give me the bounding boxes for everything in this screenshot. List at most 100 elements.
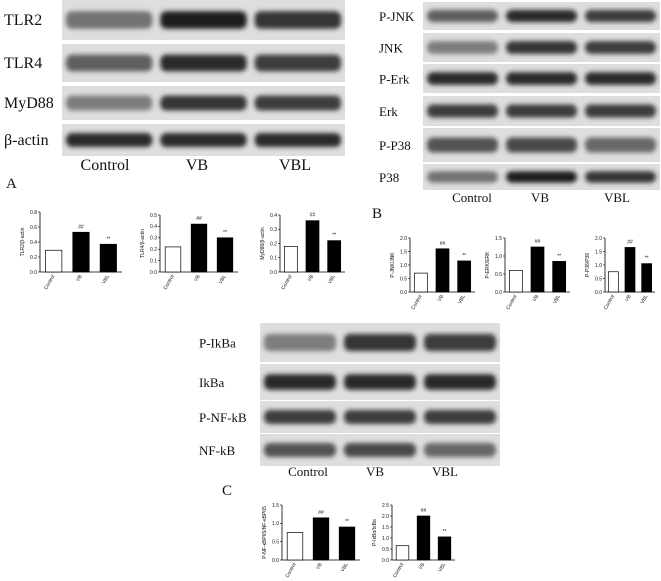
lane-label: Control: [288, 464, 328, 479]
blot-panel: P-JNK JNK P-Erk Erk P-P38 P38 Control VB VBL B: [372, 2, 660, 222]
y-tick-label: 0.5: [495, 272, 502, 278]
bar: [413, 272, 428, 293]
x-tick-label: Control: [284, 562, 297, 579]
lane-label: VBL: [604, 190, 630, 205]
y-tick-label: 0.2: [150, 247, 157, 253]
significance-label: **: [106, 236, 110, 242]
y-tick-label: 0.5: [382, 547, 389, 553]
y-axis-label: P-P38/P38: [585, 253, 591, 277]
significance-label: ##: [421, 508, 427, 514]
y-tick-label: 2.0: [595, 236, 602, 242]
lane-label: VBL: [279, 157, 311, 174]
y-tick-label: 0.2: [270, 241, 277, 247]
blot-band: [506, 41, 577, 54]
y-tick-label: 0.5: [595, 276, 602, 282]
lane-label: Control: [452, 190, 492, 205]
bar: [283, 246, 298, 273]
blot-band: [254, 132, 341, 148]
blot-row-label: β-actin: [4, 132, 49, 149]
y-tick-label: 2.0: [382, 514, 389, 520]
y-axis-label: TLR4/β-actin: [140, 229, 146, 258]
blot-band: [585, 137, 656, 153]
y-axis-label: TLR2/β-actin: [20, 227, 26, 256]
blot-row-label: JNK: [379, 41, 403, 56]
y-tick-label: 0.3: [150, 236, 157, 242]
y-tick-label: 0.4: [30, 240, 37, 246]
bar: [416, 515, 431, 561]
y-tick-label: 1.5: [272, 503, 279, 509]
significance-label: **: [345, 519, 349, 525]
y-tick-label: 1.0: [272, 521, 279, 527]
bar: [99, 243, 117, 273]
x-tick-label: VBL: [639, 294, 649, 305]
blot-band: [344, 409, 416, 425]
y-tick-label: 0.0: [595, 290, 602, 296]
y-tick-label: 1.5: [495, 236, 502, 242]
blot-band: [264, 333, 336, 352]
y-tick-label: 0.0: [270, 270, 277, 276]
x-tick-label: Control: [410, 294, 423, 311]
lane-label: Control: [81, 157, 130, 174]
y-axis-label: P-JNK/JNK: [390, 252, 396, 278]
y-tick-label: 1.5: [382, 525, 389, 531]
blot-row-label: P-NF-kB: [199, 410, 247, 425]
blot-band: [254, 11, 341, 29]
blot-band: [160, 95, 247, 111]
blot-row-label: P-JNK: [379, 9, 415, 24]
y-tick-label: 1.0: [400, 263, 407, 269]
x-tick-label: Control: [162, 274, 175, 291]
significance-label: **: [443, 529, 447, 535]
x-tick-label: VB: [624, 293, 633, 302]
y-tick-label: 0.5: [400, 276, 407, 282]
bar: [45, 249, 63, 273]
bar-chart: 0.0 0.5 1.0 1.5 2.0 P-P38/P38 Control VB ## VBL **: [585, 236, 655, 311]
bar: [338, 526, 356, 561]
y-axis-label: MyD88/β-actin: [260, 227, 266, 260]
blot-band: [264, 409, 336, 425]
bar: [435, 248, 450, 293]
blot-row-label: NF-kB: [199, 443, 235, 458]
y-tick-label: 1.0: [495, 254, 502, 260]
y-tick-label: 1.0: [382, 536, 389, 542]
bar: [72, 231, 90, 273]
blot-row-label: MyD88: [4, 95, 54, 112]
x-tick-label: VBL: [101, 274, 111, 285]
significance-label: **: [462, 253, 466, 259]
y-tick-label: 1.5: [400, 249, 407, 255]
x-tick-label: VBL: [340, 562, 350, 573]
blot-band: [585, 104, 656, 118]
bar: [216, 237, 234, 273]
lane-label: VB: [186, 157, 208, 174]
blot-band: [264, 374, 336, 390]
bar-chart: 0.0 0.1 0.2 0.3 0.4 MyD88/β-actin Control VB ## V…: [260, 213, 345, 291]
significance-label: ##: [78, 224, 84, 230]
y-tick-label: 0.5: [272, 539, 279, 545]
blot-row-label: Erk: [379, 104, 398, 119]
y-tick-label: 0.0: [495, 290, 502, 296]
blot-band: [66, 54, 153, 72]
blot-band: [160, 11, 247, 29]
bar-chart: 0.0 0.5 1.0 1.5 2.0 P-JNK/JNK Control VB ## VBL **: [390, 236, 475, 311]
blot-band: [344, 374, 416, 390]
x-tick-label: Control: [392, 562, 405, 579]
blot-band: [254, 54, 341, 72]
y-tick-label: 0.0: [30, 270, 37, 276]
panel-label: B: [372, 206, 382, 222]
blot-row-label: IkBa: [199, 375, 225, 390]
bar: [552, 261, 567, 293]
y-tick-label: 0.4: [270, 213, 277, 219]
blot-band: [427, 9, 498, 23]
blot-band: [585, 72, 656, 85]
bar-chart: 0.0 0.5 1.0 1.5 P-ERK/ERK Control VB ## VBL **: [485, 236, 570, 311]
x-tick-label: Control: [603, 294, 616, 311]
bar: [305, 220, 320, 273]
y-tick-label: 1.0: [595, 263, 602, 269]
y-axis-label: P-NF-κBP65/NF-κBP65: [262, 506, 268, 559]
y-tick-label: 0.0: [400, 290, 407, 296]
blot-band: [66, 11, 153, 29]
blot-band: [424, 374, 496, 390]
bar-chart: 0.0 0.2 0.4 0.6 0.8 TLR2/β-actin Control VB ## VB…: [20, 210, 122, 291]
lane-label: VBL: [432, 464, 458, 479]
blot-band: [506, 72, 577, 85]
significance-label: **: [645, 256, 649, 262]
